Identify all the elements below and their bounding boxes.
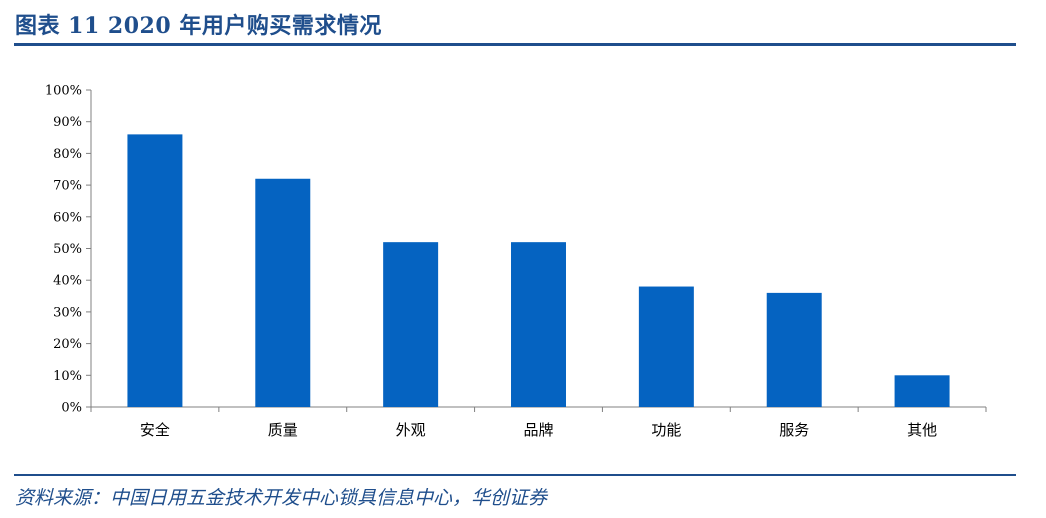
y-tick-label: 80% <box>53 147 82 162</box>
y-tick-label: 50% <box>53 242 82 257</box>
bar-5 <box>766 292 822 407</box>
source-divider <box>14 474 1016 476</box>
y-tick-label: 100% <box>45 84 82 99</box>
category-label: 功能 <box>651 421 681 439</box>
category-label: 服务 <box>779 421 809 439</box>
y-tick-label: 30% <box>53 305 82 320</box>
bar-0 <box>127 134 183 407</box>
figure-title: 图表 11 2020 年用户购买需求情况 <box>15 13 382 39</box>
title-divider <box>14 43 1016 46</box>
y-tick-label: 0% <box>61 401 82 416</box>
bar-1 <box>255 178 311 407</box>
bars <box>127 134 950 407</box>
category-labels: 安全 质量 外观 品牌 功能 服务 其他 <box>140 421 937 439</box>
y-tick-label: 90% <box>53 115 82 130</box>
bar-6 <box>894 375 950 407</box>
bar-3 <box>511 242 566 407</box>
y-tick-label: 20% <box>53 337 82 352</box>
source-note: 资料来源：中国日用五金技术开发中心锁具信息中心，华创证券 <box>15 487 548 509</box>
category-label: 质量 <box>268 421 298 439</box>
category-label: 品牌 <box>523 421 553 439</box>
category-label: 安全 <box>140 421 170 439</box>
y-tick-label: 70% <box>53 179 82 194</box>
category-label: 外观 <box>396 421 426 439</box>
y-axis: 0% 10% 20% 30% 40% 50% 60% 70% 80% 90% 100% <box>45 84 92 416</box>
bar-2 <box>383 242 439 407</box>
y-tick-label: 60% <box>53 210 82 225</box>
x-axis <box>90 406 987 412</box>
y-tick-label: 10% <box>53 369 82 384</box>
y-tick-label: 40% <box>53 274 82 289</box>
bar-4 <box>638 286 694 407</box>
category-label: 其他 <box>907 421 937 439</box>
